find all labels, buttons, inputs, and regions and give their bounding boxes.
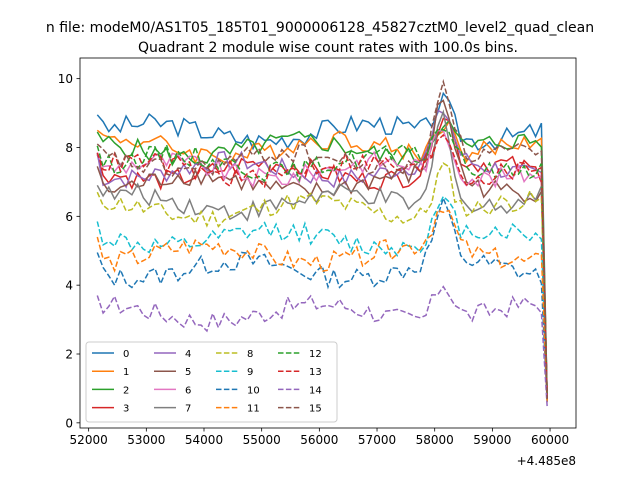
series-line-11 <box>96 209 548 403</box>
legend-label-10: 10 <box>247 385 260 396</box>
plot-area <box>96 78 548 408</box>
x-tick-label-59000: 59000 <box>473 433 511 447</box>
series-line-2 <box>96 119 548 399</box>
legend-label-14: 14 <box>309 385 322 396</box>
plot-frame <box>79 57 577 429</box>
figure-suptitle: n file: modeM0/AS1T05_185T01_9000006128_… <box>46 20 594 36</box>
legend-label-1: 1 <box>123 367 129 378</box>
legend-label-13: 13 <box>309 367 322 378</box>
legend-label-11: 11 <box>247 404 260 415</box>
legend-label-6: 6 <box>185 385 191 396</box>
y-tick-label-4: 4 <box>65 279 73 293</box>
x-tick-label-53000: 53000 <box>127 433 165 447</box>
x-axis-offset-label: +4.485e8 <box>517 454 576 468</box>
y-tick-label-2: 2 <box>65 348 73 362</box>
x-tick-label-54000: 54000 <box>185 433 223 447</box>
series-line-8 <box>96 162 548 403</box>
series-line-10 <box>96 195 548 403</box>
x-tick-label-57000: 57000 <box>358 433 396 447</box>
series-line-12 <box>96 129 548 399</box>
x-tick-label-52000: 52000 <box>70 433 108 447</box>
legend-label-7: 7 <box>185 404 191 415</box>
y-tick-label-8: 8 <box>65 141 73 155</box>
x-tick-label-56000: 56000 <box>300 433 338 447</box>
legend-label-0: 0 <box>123 349 129 360</box>
series-line-4 <box>96 109 548 399</box>
legend-label-2: 2 <box>123 385 129 396</box>
series-line-9 <box>96 195 548 403</box>
legend-box <box>85 341 338 423</box>
legend-label-3: 3 <box>123 404 129 415</box>
x-tick-label-58000: 58000 <box>416 433 454 447</box>
legend-label-15: 15 <box>309 404 322 415</box>
axes: 52000 53000 54000 55000 56000 57000 58000 59000… <box>58 57 577 447</box>
y-tick-label-0: 0 <box>65 416 73 430</box>
legend-label-5: 5 <box>185 367 191 378</box>
x-tick-label-55000: 55000 <box>243 433 281 447</box>
y-tick-label-10: 10 <box>58 72 73 86</box>
series-line-15 <box>96 78 548 399</box>
series-line-14 <box>96 285 548 408</box>
legend-label-9: 9 <box>247 367 253 378</box>
series-line-13 <box>96 133 548 399</box>
chart-title: Quadrant 2 module wise count rates with … <box>138 40 518 56</box>
series-line-0 <box>96 91 548 399</box>
y-tick-label-6: 6 <box>65 210 73 224</box>
x-tick-label-60000: 60000 <box>531 433 569 447</box>
legend-label-12: 12 <box>309 349 322 360</box>
legend-label-4: 4 <box>185 349 191 360</box>
legend-label-8: 8 <box>247 349 253 360</box>
